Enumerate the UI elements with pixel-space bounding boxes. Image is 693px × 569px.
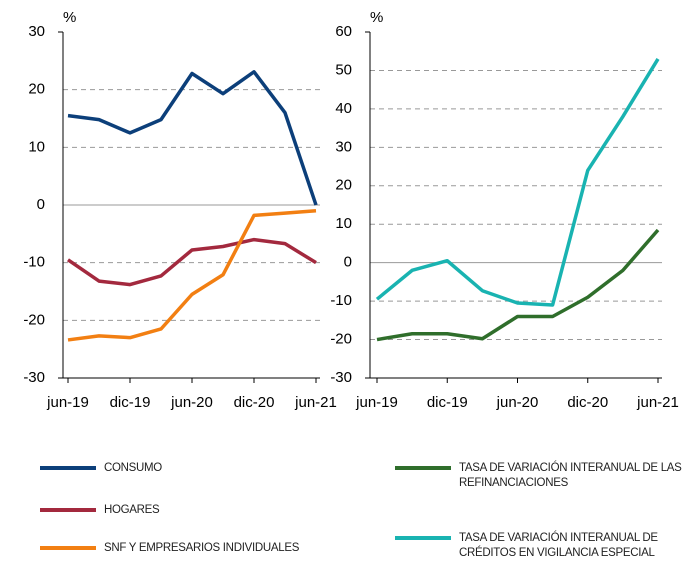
legend-entry: TASA DE VARIACIÓN INTERANUAL DE CRÉDITOS…: [395, 531, 685, 561]
y-tick-label: 30: [28, 23, 45, 40]
y-tick-label: 40: [335, 100, 352, 117]
legend-entry: TASA DE VARIACIÓN INTERANUAL DE LAS REFI…: [395, 461, 685, 491]
y-tick-label: -20: [330, 331, 352, 348]
legend-label: SNF Y EMPRESARIOS INDIVIDUALES: [104, 542, 300, 554]
y-tick-label: 10: [28, 138, 45, 155]
legend-entry: CONSUMO: [40, 461, 340, 476]
series-line: [67, 209, 317, 342]
y-tick-label: 0: [37, 196, 45, 213]
y-tick-label: -10: [23, 254, 45, 271]
y-tick-label: 50: [335, 61, 352, 78]
unit-label: %: [370, 9, 383, 26]
legend-swatch: [395, 466, 451, 470]
x-tick-label: jun-19: [355, 394, 398, 411]
y-tick-label: 30: [335, 138, 352, 155]
y-tick-label: -30: [23, 369, 45, 386]
series-line: [376, 228, 660, 342]
x-tick-label: dic-19: [110, 394, 151, 411]
legend-swatch: [395, 536, 451, 540]
legend-label: HOGARES: [104, 504, 160, 516]
legend-label: CONSUMO: [104, 462, 162, 474]
x-tick-label: jun-21: [636, 394, 679, 411]
x-tick-label: jun-19: [46, 394, 89, 411]
legend-label: TASA DE VARIACIÓN INTERANUAL DE CRÉDITOS…: [459, 532, 658, 559]
y-tick-label: 20: [28, 81, 45, 98]
legend-label: TASA DE VARIACIÓN INTERANUAL DE LAS REFI…: [459, 462, 682, 489]
x-tick-label: jun-20: [170, 394, 213, 411]
y-tick-label: -30: [330, 369, 352, 386]
y-tick-label: 60: [335, 23, 352, 40]
series-line: [67, 70, 318, 206]
y-tick-label: 20: [335, 177, 352, 194]
legend-swatch: [40, 508, 96, 512]
x-tick-label: jun-21: [294, 394, 337, 411]
unit-label: %: [63, 9, 76, 26]
x-tick-label: dic-20: [567, 394, 608, 411]
x-tick-label: dic-19: [427, 394, 468, 411]
legend-entry: SNF Y EMPRESARIOS INDIVIDUALES: [40, 541, 340, 556]
y-tick-label: -10: [330, 292, 352, 309]
x-tick-label: dic-20: [234, 394, 275, 411]
y-tick-label: 10: [335, 215, 352, 232]
y-tick-label: 0: [344, 254, 352, 271]
series-line: [67, 237, 317, 287]
legend-swatch: [40, 546, 96, 550]
y-tick-label: -20: [23, 311, 45, 328]
x-tick-label: jun-20: [496, 394, 539, 411]
legend-entry: HOGARES: [40, 503, 340, 518]
legend-swatch: [40, 466, 96, 470]
series-line: [375, 58, 660, 307]
